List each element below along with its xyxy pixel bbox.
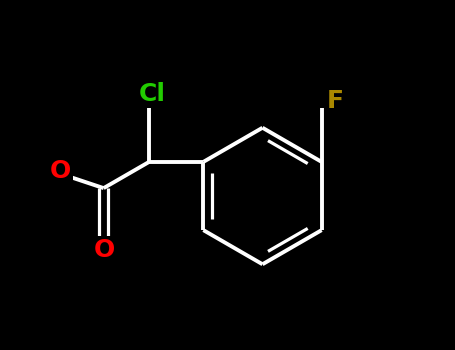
Text: O: O	[94, 238, 115, 262]
Text: O: O	[50, 159, 71, 183]
Text: Cl: Cl	[138, 82, 166, 106]
Text: F: F	[327, 89, 344, 113]
